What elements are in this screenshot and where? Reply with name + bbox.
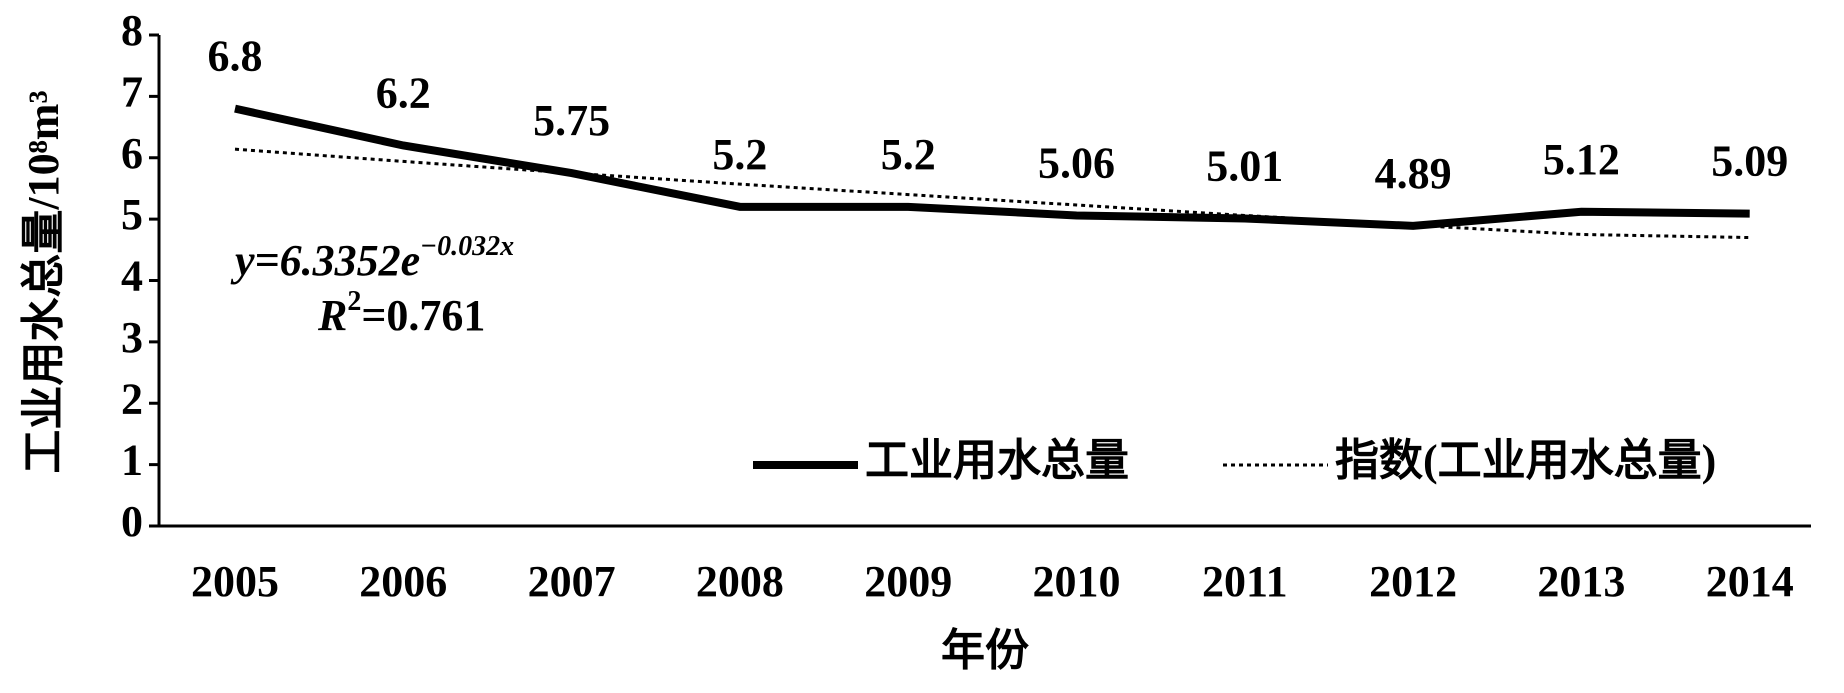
data-label: 6.2	[376, 69, 431, 118]
r-squared-base: R	[317, 291, 347, 340]
data-label: 5.06	[1038, 139, 1115, 188]
equation-exponent: −0.032x	[420, 231, 514, 262]
data-label: 4.89	[1375, 149, 1452, 198]
y-tick-label: 2	[121, 374, 143, 423]
x-tick-label: 2005	[191, 557, 279, 606]
r-squared-rest: =0.761	[361, 291, 485, 340]
x-tick-label: 2013	[1537, 557, 1625, 606]
x-tick-label: 2008	[696, 557, 784, 606]
series-line	[234, 104, 1750, 230]
data-label: 5.2	[881, 130, 936, 179]
data-label: 5.2	[712, 130, 767, 179]
y-tick-label: 7	[121, 67, 143, 116]
y-axis-label: 工业用水总量/10⁸m³	[19, 90, 68, 473]
x-tick-label: 2009	[864, 557, 952, 606]
equation: y=6.3352e−0.032x	[230, 231, 514, 285]
r-squared-exponent: 2	[347, 286, 361, 317]
data-label: 6.8	[208, 32, 263, 81]
legend-label: 指数(工业用水总量)	[1335, 436, 1716, 485]
equation-base: y=6.3352e	[230, 236, 420, 285]
y-tick-label: 8	[121, 6, 143, 55]
y-tick-label: 3	[121, 313, 143, 362]
legend-label: 工业用水总量	[865, 436, 1129, 485]
x-tick-label: 2012	[1369, 557, 1457, 606]
y-tick-label: 0	[121, 497, 143, 546]
data-label: 5.01	[1206, 142, 1283, 191]
data-label: 5.12	[1543, 135, 1620, 184]
x-tick-label: 2011	[1202, 557, 1288, 606]
r-squared: R2=0.761	[317, 286, 485, 340]
trend-line	[234, 147, 1750, 240]
x-tick-label: 2014	[1706, 557, 1794, 606]
y-tick-label: 4	[121, 252, 143, 301]
y-tick-label: 1	[121, 436, 143, 485]
x-tick-label: 2006	[359, 557, 447, 606]
data-label: 5.09	[1711, 137, 1788, 186]
y-tick-label: 5	[121, 190, 143, 239]
x-axis-label: 年份	[941, 626, 1029, 675]
x-tick-label: 2007	[528, 557, 616, 606]
data-label: 5.75	[533, 96, 610, 145]
x-tick-label: 2010	[1033, 557, 1121, 606]
y-tick-label: 6	[121, 129, 143, 178]
